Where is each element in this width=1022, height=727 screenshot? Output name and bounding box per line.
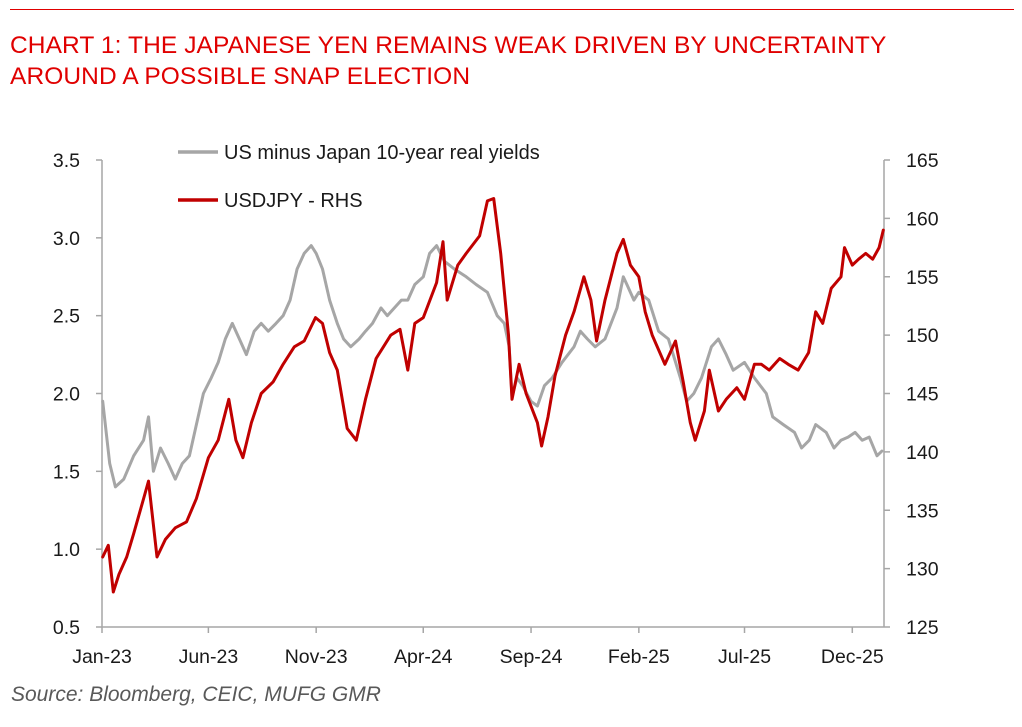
right-y-tick-label: 155 (906, 267, 939, 289)
left-y-tick-label: 2.5 (53, 306, 80, 328)
chart-legend: US minus Japan 10-year real yields USDJPY… (178, 142, 540, 212)
chart-series (101, 197, 885, 594)
right-y-tick-label: 145 (906, 384, 939, 406)
top-rule (10, 9, 1014, 10)
legend-label-usdjpy: USDJPY - RHS (224, 190, 363, 212)
series-line-usdjpy (101, 197, 885, 594)
left-y-tick-label: 3.5 (53, 150, 80, 172)
x-tick-label: Nov-23 (285, 646, 348, 668)
x-tick-label: Jul-25 (718, 646, 771, 668)
x-tick-label: Feb-25 (608, 646, 670, 668)
x-tick-label: Sep-24 (500, 646, 563, 668)
x-tick-label: Apr-24 (394, 646, 453, 668)
right-y-tick-label: 135 (906, 500, 939, 522)
legend-label-real-yields: US minus Japan 10-year real yields (224, 142, 540, 164)
chart-axes: Jan-23 Jun-23 Nov-23 Apr-24 Sep-24 Feb-25 Jul-… (53, 150, 939, 668)
chart-title-line-1: CHART 1: THE JAPANESE YEN REMAINS WEAK D… (10, 32, 887, 59)
chart-title: CHART 1: THE JAPANESE YEN REMAINS WEAK D… (10, 30, 1000, 92)
left-y-tick-label: 1.0 (53, 539, 80, 561)
right-y-tick-label: 140 (906, 442, 939, 464)
left-y-tick-label: 2.0 (53, 384, 80, 406)
x-tick-label: Jan-23 (72, 646, 132, 668)
right-y-tick-label: 160 (906, 208, 939, 230)
right-y-tick-label: 125 (906, 617, 939, 639)
left-y-tick-label: 0.5 (53, 617, 80, 639)
left-y-tick-label: 1.5 (53, 461, 80, 483)
chart-canvas: Jan-23 Jun-23 Nov-23 Apr-24 Sep-24 Feb-25 Jul-… (53, 142, 939, 668)
chart-title-line-2: AROUND A POSSIBLE SNAP ELECTION (10, 63, 471, 90)
x-tick-label: Dec-25 (821, 646, 884, 668)
right-y-tick-label: 150 (906, 325, 939, 347)
right-y-tick-label: 165 (906, 150, 939, 172)
source-note: Source: Bloomberg, CEIC, MUFG GMR (11, 683, 381, 706)
right-y-tick-label: 130 (906, 559, 939, 581)
x-tick-label: Jun-23 (179, 646, 239, 668)
series-line-real-yields (101, 244, 884, 489)
left-y-tick-label: 3.0 (53, 228, 80, 250)
